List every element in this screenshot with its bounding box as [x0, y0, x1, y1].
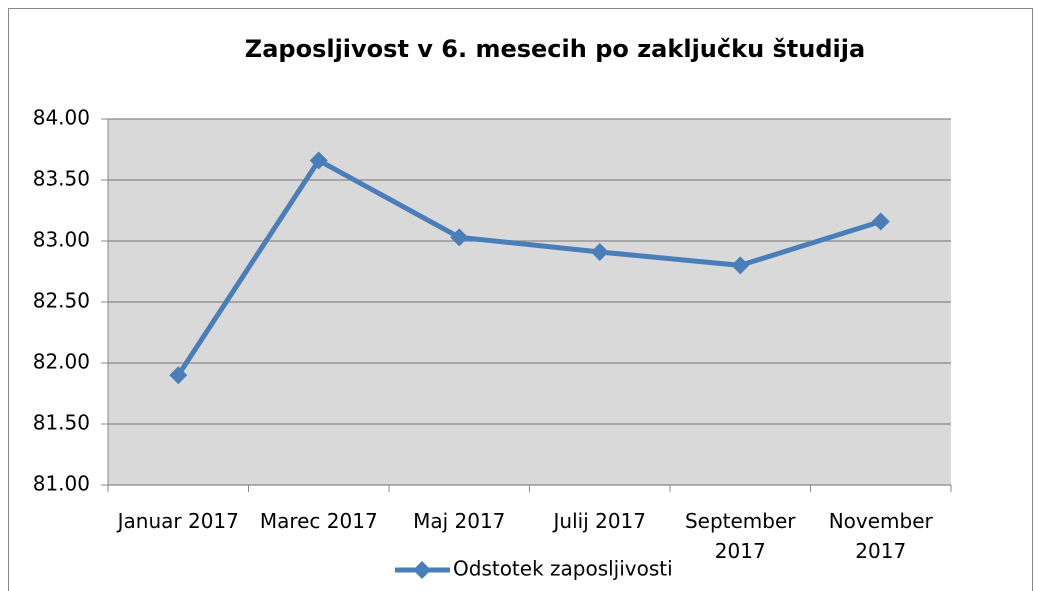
- x-tick-label: Julij 2017: [553, 509, 647, 533]
- x-tick-label: November 2017: [828, 509, 933, 563]
- y-tick-label: 83.50: [33, 167, 90, 191]
- point: [590, 242, 609, 261]
- point: [871, 212, 890, 231]
- y-tick-label: 81.50: [33, 411, 90, 435]
- legend-label: Odstotek zaposljivosti: [453, 557, 673, 581]
- chart-title: Zaposljivost v 6. mesecih po zaključku š…: [245, 35, 865, 63]
- x-tick-label: Marec 2017: [259, 509, 378, 533]
- point: [450, 228, 469, 247]
- point: [731, 256, 750, 275]
- legend-marker: [413, 561, 431, 579]
- y-tick-label: 83.00: [33, 228, 90, 252]
- point: [169, 366, 188, 385]
- line: [176, 157, 882, 377]
- x-tick-label: Maj 2017: [413, 509, 506, 533]
- y-tick-label: 82.50: [33, 289, 90, 313]
- y-tick-label: 81.00: [33, 472, 90, 496]
- x-tick-label: Januar 2017: [117, 509, 239, 533]
- y-tick-label: 82.00: [33, 350, 90, 374]
- x-tick-label: September 2017: [684, 509, 796, 563]
- y-tick-label: 84.00: [33, 106, 90, 130]
- point: [309, 151, 328, 170]
